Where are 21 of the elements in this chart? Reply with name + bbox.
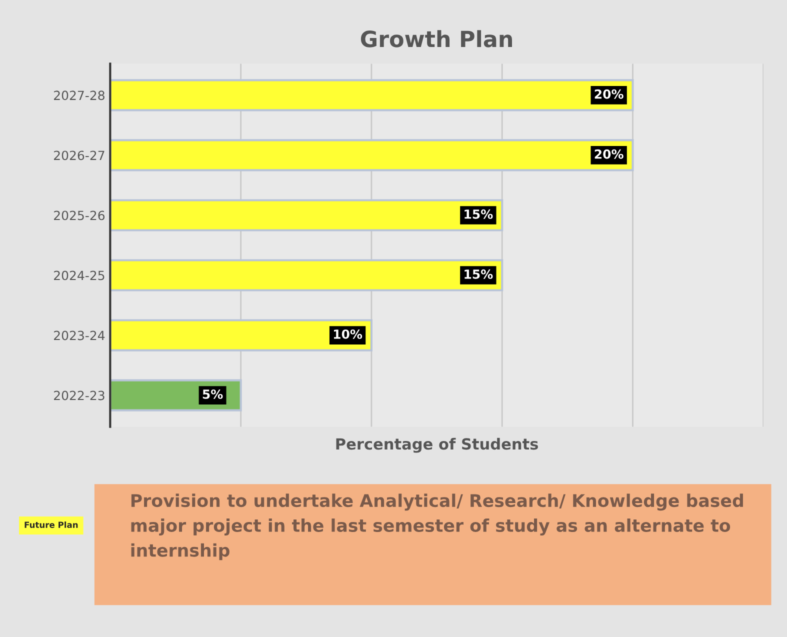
y-tick-label: 2024-25 — [54, 270, 104, 280]
bar — [110, 79, 634, 112]
data-label: 20% — [594, 149, 624, 159]
chart-title: Growth Plan — [360, 30, 512, 48]
bar — [110, 199, 504, 232]
data-label: 20% — [594, 89, 624, 99]
y-tick-label: 2023-24 — [54, 330, 105, 340]
y-tick-label: 2025-26 — [54, 210, 105, 220]
bar — [110, 259, 504, 292]
data-label: 10% — [334, 329, 362, 339]
y-tick-label: 2027-28 — [54, 90, 104, 100]
data-label: 5% — [202, 389, 223, 399]
y-tick-label: 2026-27 — [54, 150, 104, 160]
x-axis-title: Percentage of Students — [336, 438, 538, 453]
bar — [110, 319, 373, 352]
y-tick-label: 2022-23 — [54, 390, 104, 400]
data-label: 15% — [464, 269, 493, 279]
data-label: 15% — [464, 209, 493, 219]
text: Provision to undertake Analytical/ Research/ Knowledge based major project in the last semester of study as an alternate to internship — [131, 494, 743, 560]
text: Future Plan — [24, 521, 78, 528]
bar — [110, 139, 634, 172]
